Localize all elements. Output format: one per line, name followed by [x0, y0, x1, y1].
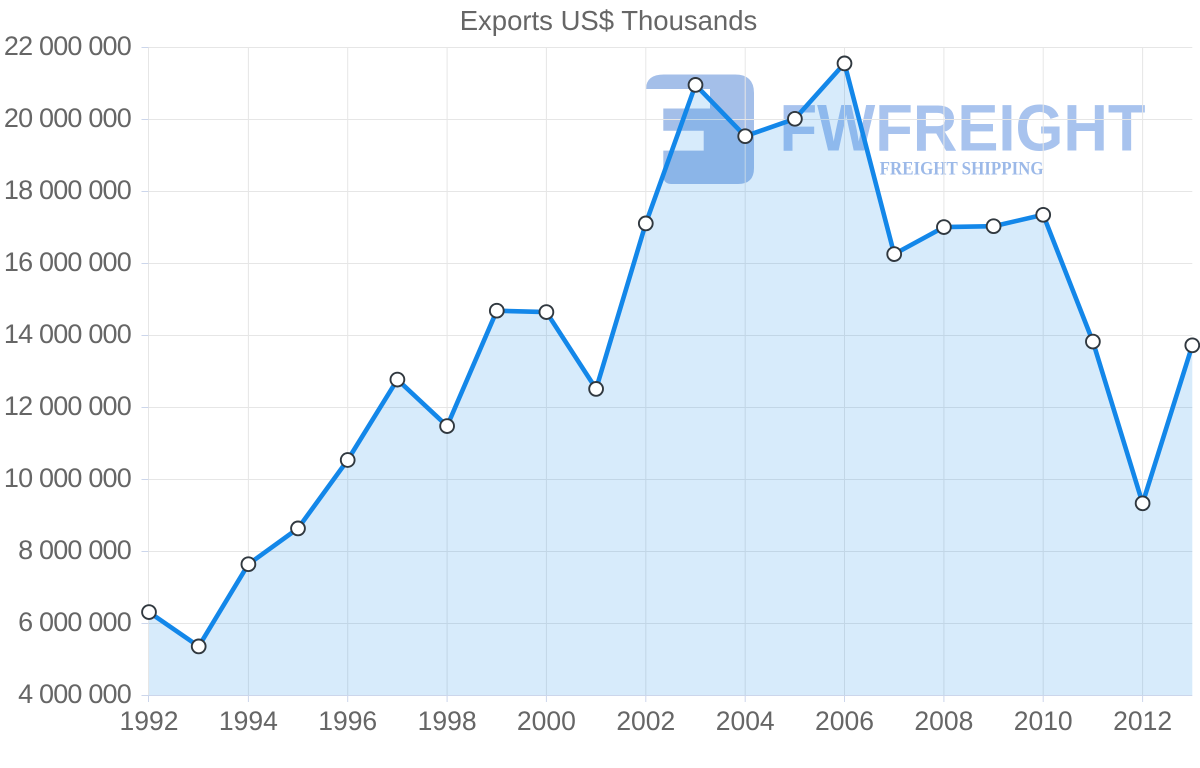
svg-text:1996: 1996: [318, 706, 377, 736]
svg-text:FREIGHT SHIPPING: FREIGHT SHIPPING: [880, 159, 1044, 180]
svg-text:2008: 2008: [914, 706, 973, 736]
svg-text:2006: 2006: [815, 706, 874, 736]
svg-text:10 000 000: 10 000 000: [4, 463, 131, 493]
svg-text:2002: 2002: [616, 706, 675, 736]
svg-text:1994: 1994: [219, 706, 278, 736]
svg-text:8 000 000: 8 000 000: [18, 535, 131, 565]
svg-text:2004: 2004: [716, 706, 775, 736]
svg-text:6 000 000: 6 000 000: [18, 607, 131, 637]
svg-text:18 000 000: 18 000 000: [4, 175, 131, 205]
svg-text:2012: 2012: [1113, 706, 1172, 736]
svg-text:4 000 000: 4 000 000: [18, 679, 131, 709]
svg-text:22 000 000: 22 000 000: [4, 31, 131, 61]
svg-text:20 000 000: 20 000 000: [4, 103, 131, 133]
svg-text:16 000 000: 16 000 000: [4, 247, 131, 277]
svg-text:1998: 1998: [418, 706, 477, 736]
svg-text:14 000 000: 14 000 000: [4, 319, 131, 349]
svg-text:FWFREIGHT: FWFREIGHT: [780, 91, 1146, 165]
svg-text:2010: 2010: [1014, 706, 1073, 736]
svg-text:12 000 000: 12 000 000: [4, 391, 131, 421]
svg-text:1992: 1992: [120, 706, 179, 736]
svg-text:2000: 2000: [517, 706, 576, 736]
svg-text:Exports US$ Thousands: Exports US$ Thousands: [460, 5, 758, 36]
